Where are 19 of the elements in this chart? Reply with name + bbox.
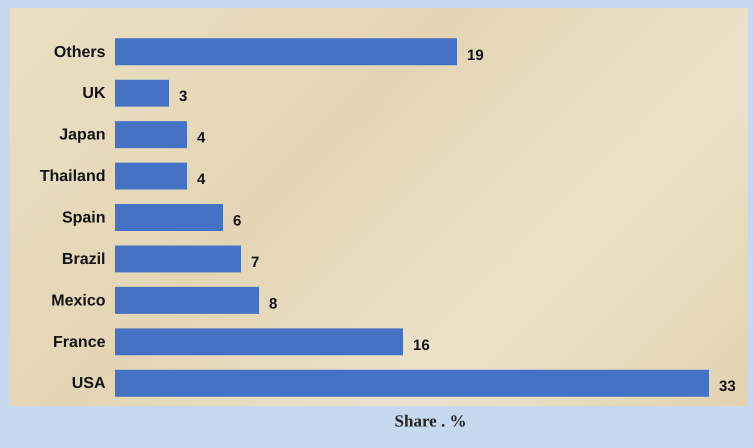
y-tick-label: Thailand <box>40 168 106 186</box>
data-label: 33 <box>719 378 736 396</box>
y-tick-label: Brazil <box>62 250 106 268</box>
y-tick-label: UK <box>82 85 106 102</box>
x-axis-title: Share . % <box>394 412 466 430</box>
data-label: 3 <box>179 88 188 106</box>
data-label: 19 <box>467 46 484 64</box>
y-tick-label: Japan <box>59 126 106 144</box>
data-label: 4 <box>197 130 206 147</box>
data-label: 7 <box>251 254 260 271</box>
data-label: 16 <box>413 336 430 354</box>
y-tick-label: Others <box>54 44 106 61</box>
data-label: 8 <box>269 295 278 312</box>
y-tick-label: Mexico <box>51 292 106 310</box>
data-label: 6 <box>233 212 242 230</box>
y-tick-label: France <box>53 334 106 351</box>
data-label: 4 <box>197 171 206 188</box>
y-tick-label: Spain <box>62 210 106 226</box>
y-tick-label: USA <box>72 375 106 392</box>
